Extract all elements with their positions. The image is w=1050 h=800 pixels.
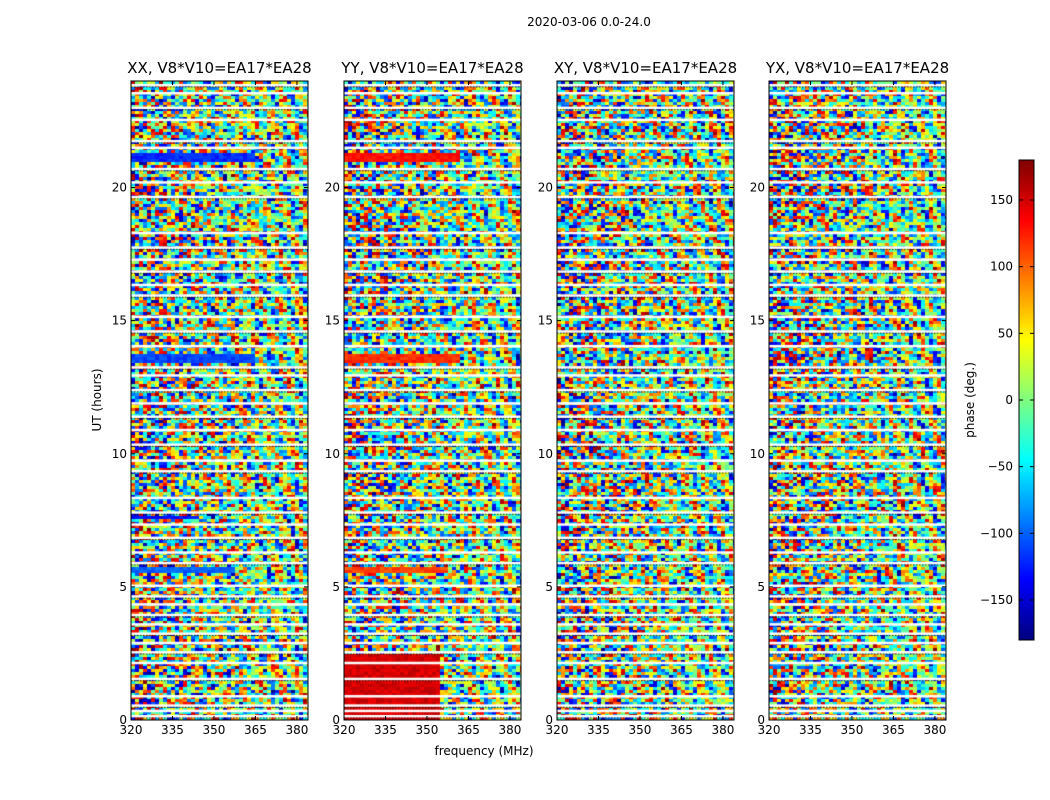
x-tick-label: 365: [882, 723, 905, 737]
x-tick-label: 335: [587, 723, 610, 737]
x-tick-label: 350: [629, 723, 652, 737]
panel-xy: XY, V8*V10=EA17*EA28 320 335 350 365 380 0 5 10 1…: [538, 59, 737, 737]
panel-title-yy: YY, V8*V10=EA17*EA28: [340, 59, 523, 77]
y-tick-label: 5: [119, 580, 127, 594]
panel-xx: XX, V8*V10=EA17*EA28 320 335 350 365 380 0 5 10 1…: [112, 59, 312, 737]
panel-title-yx: YX, V8*V10=EA17*EA28: [765, 59, 949, 77]
heatmap-xy: [557, 81, 734, 720]
x-tick-label: 365: [457, 723, 480, 737]
panel-frame: [130, 80, 309, 721]
y-tick-label: 20: [538, 181, 553, 195]
x-tick-label: 320: [758, 723, 781, 737]
colorbar-tick-label: 100: [990, 260, 1013, 274]
x-tick-label: 335: [799, 723, 822, 737]
y-tick-label: 15: [112, 314, 127, 328]
panel-yy: YY, V8*V10=EA17*EA28 320 335 350 365 380 0 5 10 1…: [325, 59, 524, 737]
panel-frame: [768, 80, 947, 721]
colorbar-tick-label: 150: [990, 193, 1013, 207]
colorbar-tick-label: 0: [1005, 393, 1013, 407]
colorbar-label: phase (deg.): [963, 362, 977, 438]
panels-group: XX, V8*V10=EA17*EA28 320 335 350 365 380 0 5 10 1…: [112, 59, 949, 737]
x-axis-label: frequency (MHz): [434, 744, 533, 758]
x-tick-label: 380: [498, 723, 521, 737]
y-tick-label: 10: [112, 447, 127, 461]
panel-yx: YX, V8*V10=EA17*EA28 320 335 350 365 380 0 5 10 1…: [750, 59, 949, 737]
heatmap-xx: [131, 81, 308, 720]
y-tick-label: 0: [545, 713, 553, 727]
y-tick-label: 15: [750, 314, 765, 328]
x-tick-label: 380: [285, 723, 308, 737]
colorbar: −150 −100 −50 0 50 100 150: [980, 159, 1035, 641]
x-tick-label: 335: [374, 723, 397, 737]
colorbar-tick-label: −50: [988, 460, 1013, 474]
y-tick-label: 20: [112, 181, 127, 195]
x-tick-label: 350: [841, 723, 864, 737]
y-tick-label: 10: [325, 447, 340, 461]
x-tick-label: 380: [711, 723, 734, 737]
y-tick-label: 10: [538, 447, 553, 461]
y-tick-label: 10: [750, 447, 765, 461]
y-tick-label: 0: [119, 713, 127, 727]
x-tick-label: 365: [670, 723, 693, 737]
y-tick-label: 0: [332, 713, 340, 727]
panel-frame: [556, 80, 735, 721]
x-tick-label: 365: [244, 723, 267, 737]
x-tick-label: 335: [161, 723, 184, 737]
x-tick-label: 380: [923, 723, 946, 737]
x-tick-label: 320: [120, 723, 143, 737]
figure-suptitle: 2020-03-06 0.0-24.0: [527, 15, 651, 29]
y-tick-label: 20: [325, 181, 340, 195]
heatmap-yx: [769, 81, 946, 720]
panel-title-xy: XY, V8*V10=EA17*EA28: [554, 59, 737, 77]
y-tick-label: 15: [325, 314, 340, 328]
y-tick-label: 15: [538, 314, 553, 328]
panel-frame: [343, 80, 522, 721]
y-tick-label: 5: [757, 580, 765, 594]
x-tick-label: 320: [546, 723, 569, 737]
x-tick-label: 320: [333, 723, 356, 737]
colorbar-tick-label: −100: [980, 526, 1013, 540]
x-tick-label: 350: [203, 723, 226, 737]
y-tick-label: 5: [545, 580, 553, 594]
y-axis-label: UT (hours): [90, 368, 104, 431]
x-tick-label: 350: [416, 723, 439, 737]
panel-title-xx: XX, V8*V10=EA17*EA28: [127, 59, 311, 77]
colorbar-tick-label: 50: [998, 326, 1013, 340]
y-tick-label: 20: [750, 181, 765, 195]
colorbar-tick-label: −150: [980, 593, 1013, 607]
y-tick-label: 0: [757, 713, 765, 727]
heatmap-yy: [344, 81, 521, 720]
colorbar-gradient: [1019, 160, 1034, 640]
y-tick-label: 5: [332, 580, 340, 594]
